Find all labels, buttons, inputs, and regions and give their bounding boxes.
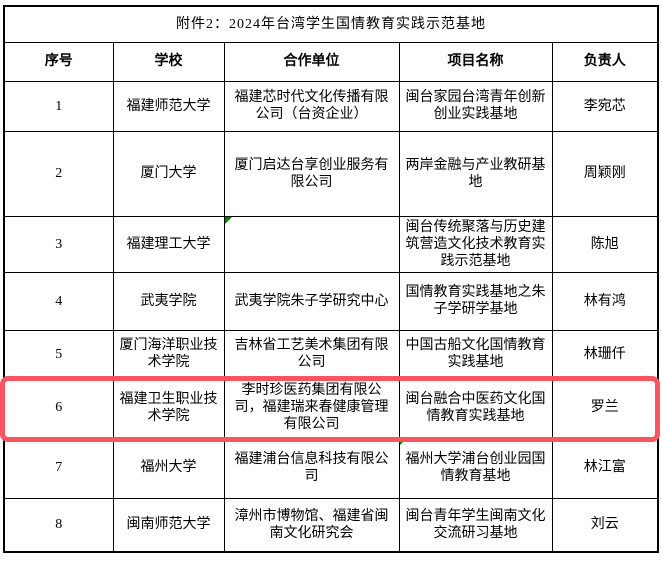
cell-school: 厦门大学 — [112, 130, 225, 217]
column-header-school: 学校 — [112, 41, 225, 82]
cell-leader: 陈旭 — [551, 215, 659, 273]
cell-school: 福州大学 — [112, 436, 225, 499]
cell-school: 闽南师范大学 — [112, 497, 225, 553]
cell-no: 6 — [3, 377, 114, 438]
cell-partner: 漳州市博物馆、福建省闽南文化研究会 — [223, 497, 400, 553]
cell-partner: 福建浦台信息科技有限公司 — [223, 436, 400, 499]
cell-project: 闽台传统聚落与历史建筑营造文化技术教育实践示范基地 — [398, 215, 553, 273]
cell-no: 7 — [3, 436, 114, 499]
cell-leader: 周颖刚 — [551, 130, 659, 217]
base-list-table: 附件2：2024年台湾学生国情教育实践示范基地 序号 学校 合作单位 项目名称 … — [3, 5, 659, 553]
cell-school: 厦门海洋职业技术学院 — [112, 329, 225, 379]
cell-no: 5 — [3, 329, 114, 379]
cell-leader: 罗兰 — [551, 377, 659, 438]
comment-indicator-icon — [225, 217, 232, 224]
cell-no: 8 — [3, 497, 114, 553]
cell-project: 闽台融合中医药文化国情教育实践基地 — [398, 377, 553, 438]
cell-partner — [223, 215, 400, 273]
comment-indicator-icon — [400, 438, 407, 445]
table-row: 5 厦门海洋职业技术学院 吉林省工艺美术集团有限公司 中国古船文化国情教育实践基… — [3, 329, 659, 379]
table-row: 8 闽南师范大学 漳州市博物馆、福建省闽南文化研究会 闽台青年学生闽南文化交流研… — [3, 497, 659, 553]
column-header-leader: 负责人 — [551, 41, 659, 82]
cell-project: 两岸金融与产业教研基地 — [398, 130, 553, 217]
cell-leader: 李宛芯 — [551, 80, 659, 132]
page-title: 附件2：2024年台湾学生国情教育实践示范基地 — [3, 5, 659, 43]
table-row-highlighted: 6 福建卫生职业技术学院 李时珍医药集团有限公司，福建瑞来春健康管理有限公司 闽… — [3, 377, 659, 438]
cell-no: 1 — [3, 80, 114, 132]
table-row: 1 福建师范大学 福建芯时代文化传播有限公司（台资企业） 闽台家园台湾青年创新创… — [3, 80, 659, 132]
cell-leader: 林珊仟 — [551, 329, 659, 379]
column-header-no: 序号 — [3, 41, 114, 82]
cell-leader: 林有鸿 — [551, 271, 659, 331]
cell-partner: 武夷学院朱子学研究中心 — [223, 271, 400, 331]
cell-partner: 吉林省工艺美术集团有限公司 — [223, 329, 400, 379]
cell-school: 福建卫生职业技术学院 — [112, 377, 225, 438]
table-row: 3 福建理工大学 闽台传统聚落与历史建筑营造文化技术教育实践示范基地 陈旭 — [3, 215, 659, 273]
table-row: 4 武夷学院 武夷学院朱子学研究中心 国情教育实践基地之朱子学研学基地 林有鸿 — [3, 271, 659, 331]
cell-no: 2 — [3, 130, 114, 217]
cell-school: 福建师范大学 — [112, 80, 225, 132]
column-header-partner: 合作单位 — [223, 41, 400, 82]
cell-no: 4 — [3, 271, 114, 331]
cell-project: 闽台青年学生闽南文化交流研习基地 — [398, 497, 553, 553]
title-row: 附件2：2024年台湾学生国情教育实践示范基地 — [3, 5, 659, 43]
cell-school: 武夷学院 — [112, 271, 225, 331]
cell-partner: 福建芯时代文化传播有限公司（台资企业） — [223, 80, 400, 132]
cell-partner: 厦门启达台享创业服务有限公司 — [223, 130, 400, 217]
cell-project-text: 福州大学浦台创业园国情教育基地 — [405, 451, 546, 484]
cell-no: 3 — [3, 215, 114, 273]
cell-project: 福州大学浦台创业园国情教育基地 — [398, 436, 553, 499]
table-row: 7 福州大学 福建浦台信息科技有限公司 福州大学浦台创业园国情教育基地 林江富 — [3, 436, 659, 499]
column-header-project: 项目名称 — [398, 41, 553, 82]
cell-project: 国情教育实践基地之朱子学研学基地 — [398, 271, 553, 331]
cell-partner: 李时珍医药集团有限公司，福建瑞来春健康管理有限公司 — [223, 377, 400, 438]
table-header-row: 序号 学校 合作单位 项目名称 负责人 — [3, 41, 659, 82]
table-row: 2 厦门大学 厦门启达台享创业服务有限公司 两岸金融与产业教研基地 周颖刚 — [3, 130, 659, 217]
cell-leader: 刘云 — [551, 497, 659, 553]
cell-leader: 林江富 — [551, 436, 659, 499]
cell-project: 闽台家园台湾青年创新创业实践基地 — [398, 80, 553, 132]
cell-project: 中国古船文化国情教育实践基地 — [398, 329, 553, 379]
cell-school: 福建理工大学 — [112, 215, 225, 273]
